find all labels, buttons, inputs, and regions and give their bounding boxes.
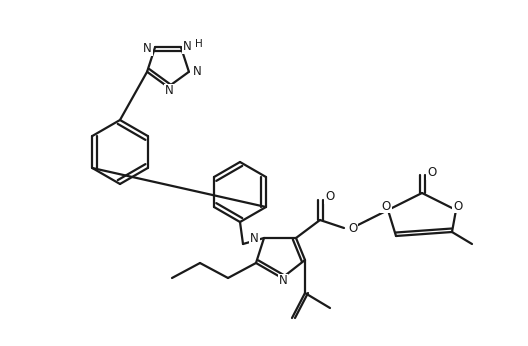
Text: O: O: [348, 222, 357, 236]
Text: O: O: [381, 200, 391, 212]
Text: N: N: [183, 40, 192, 53]
Text: N: N: [143, 42, 152, 55]
Text: O: O: [454, 200, 463, 212]
Text: O: O: [427, 166, 436, 180]
Text: N: N: [165, 84, 173, 98]
Text: N: N: [193, 65, 202, 78]
Text: N: N: [250, 233, 259, 246]
Text: O: O: [325, 191, 334, 203]
Text: N: N: [279, 274, 287, 288]
Text: H: H: [195, 39, 203, 49]
